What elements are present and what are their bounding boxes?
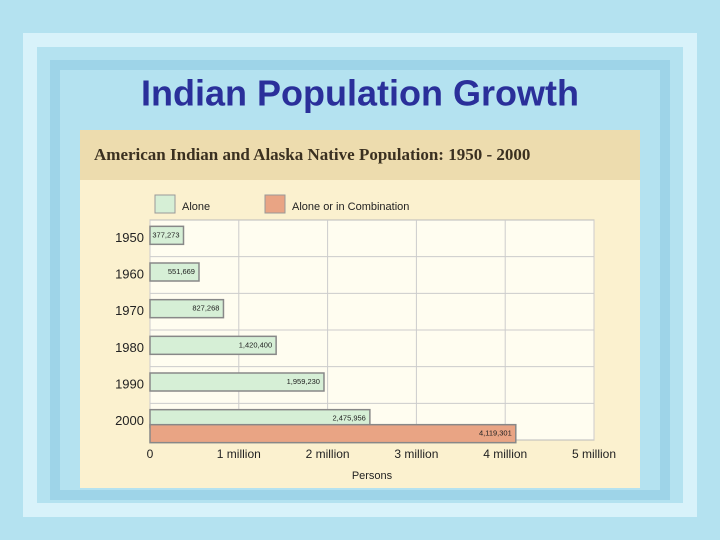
value-label: 1,959,230 [287,377,320,386]
legend-label: Alone or in Combination [292,201,409,213]
x-tick-label: 5 million [572,447,616,461]
x-tick-label: 1 million [217,447,261,461]
decor-border [50,60,670,500]
bar [149,372,325,392]
value-label: 4,119,301 [479,429,512,438]
chart-title-band [80,130,640,180]
bar [149,335,277,356]
y-tick-label: 2000 [115,413,144,428]
x-tick-label: 4 million [483,447,527,461]
bar [149,225,185,246]
x-tick-label: 3 million [394,447,438,461]
legend-swatch [154,194,176,214]
value-label: 1,420,400 [239,340,272,349]
x-axis-label: Persons [352,470,393,482]
legend-swatch [264,194,286,214]
bar [149,262,200,282]
bar [149,298,225,319]
decor-border [23,33,697,517]
bar [149,423,517,444]
y-tick-label: 1960 [115,266,144,281]
y-tick-label: 1980 [115,340,144,355]
value-label: 827,268 [192,304,219,313]
value-label: 377,273 [152,230,179,239]
y-tick-label: 1950 [115,230,144,245]
x-tick-label: 2 million [306,447,350,461]
value-label: 2,475,956 [332,414,365,423]
chart-title: American Indian and Alaska Native Popula… [94,145,530,164]
y-tick-label: 1990 [115,376,144,391]
y-tick-label: 1970 [115,303,144,318]
slide-title: Indian Population Growth [141,73,579,114]
x-tick-label: 0 [147,447,154,461]
legend-label: Alone [182,201,210,213]
value-label: 551,669 [168,267,195,276]
